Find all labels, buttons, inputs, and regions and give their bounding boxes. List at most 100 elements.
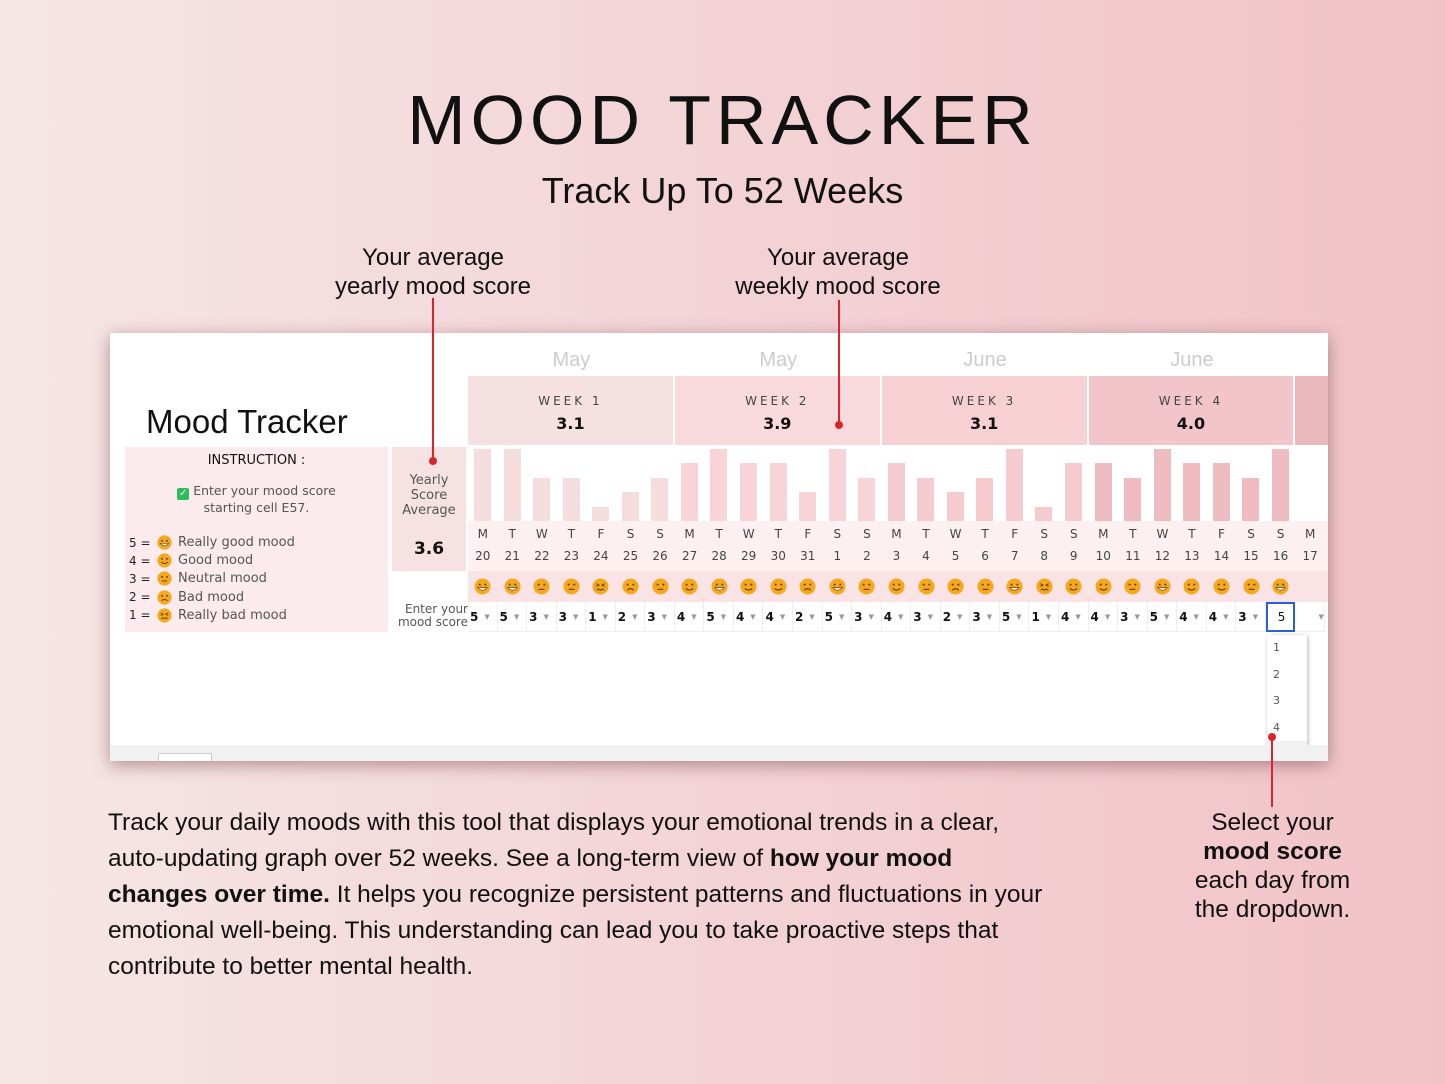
mood-score-dropdown[interactable]: 4 ▼ [674,602,705,632]
selected-value: 5 [1277,610,1286,624]
mood-score-dropdown[interactable]: 3 ▼ [911,602,941,632]
chevron-down-icon[interactable]: ▼ [661,612,668,621]
mood-score-dropdown[interactable]: 5 ▼ [468,602,498,632]
mood-score-dropdown[interactable]: 4 ▼ [763,602,794,632]
mood-score-dropdown[interactable]: 3 ▼ [645,602,675,632]
chevron-down-icon[interactable]: ▼ [720,612,727,621]
score-value: 4 [1090,609,1099,624]
chevron-down-icon[interactable]: ▼ [868,612,874,621]
mood-score-dropdown[interactable]: 5 ▼ [497,602,528,632]
chevron-down-icon[interactable]: ▼ [957,612,963,621]
mood-score-dropdown[interactable]: 4 ▼ [1177,602,1207,632]
weekday-label: F [1218,527,1225,541]
mood-score-dropdown[interactable]: 5 [1265,602,1296,632]
mood-score-dropdown[interactable]: 1 ▼ [586,602,616,632]
emoji-cell [1207,575,1237,602]
mood-score-dropdown[interactable]: 4 ▼ [881,602,912,632]
day-column: M 27 [675,448,705,633]
chevron-down-icon[interactable]: ▼ [1016,612,1022,621]
chevron-down-icon[interactable]: ▼ [927,612,933,621]
smiling-face-icon [681,578,698,595]
bar-cell [1207,448,1237,521]
legend-item: 1 = Really bad mood [129,608,287,623]
chevron-down-icon[interactable]: ▼ [1104,612,1111,621]
mood-score-dropdown[interactable]: 2 ▼ [615,602,646,632]
mood-score-dropdown[interactable]: 2 ▼ [940,602,971,632]
chevron-down-icon[interactable]: ▼ [838,612,845,621]
mood-score-dropdown[interactable]: 4 ▼ [733,602,764,632]
day-column: T 11 [1118,448,1148,633]
annotation-text: each day from [1194,867,1351,894]
chevron-down-icon[interactable]: ▼ [632,612,638,621]
mood-score-dropdown[interactable]: 2 ▼ [793,602,823,632]
legend-label: Neutral mood [178,571,267,587]
chevron-down-icon[interactable]: ▼ [602,612,608,621]
bar-cell [823,448,853,521]
day-column: S 16 [1266,448,1296,633]
date-label: 11 [1125,549,1141,563]
chevron-down-icon[interactable]: ▼ [1252,612,1259,621]
chevron-down-icon[interactable]: ▼ [1134,612,1140,621]
chevron-down-icon[interactable]: ▼ [898,612,904,621]
chevron-down-icon[interactable]: ▼ [1045,612,1052,621]
day-column: M 10 [1089,448,1119,633]
mood-score-dropdown[interactable]: 5 ▼ [822,602,853,632]
smiling-face-icon [1183,578,1200,595]
chevron-down-icon[interactable]: ▼ [1193,612,1199,621]
smiling-face-icon [1065,578,1082,595]
chevron-down-icon[interactable]: ▼ [1318,612,1324,621]
dropdown-option[interactable]: 3 [1273,694,1280,707]
chevron-down-icon[interactable]: ▼ [1075,612,1081,621]
chevron-down-icon[interactable]: ▼ [986,612,993,621]
chevron-down-icon[interactable]: ▼ [513,612,520,621]
emoji-cell [734,575,764,602]
score-value: 1 [588,609,597,624]
checkbox-icon: ✓ [177,488,190,500]
score-value: 3 [1238,609,1247,624]
chevron-down-icon[interactable]: ▼ [750,612,756,621]
mood-bar [503,449,521,521]
mood-score-dropdown[interactable]: 4 ▼ [1059,602,1089,632]
mood-score-dropdown[interactable]: 3 ▼ [852,602,882,632]
dropdown-option[interactable]: 1 [1273,641,1280,654]
sheet-tab[interactable] [158,753,212,761]
mood-score-dropdown[interactable]: 5 ▼ [1147,602,1178,632]
mood-score-dropdown[interactable]: 5 ▼ [999,602,1030,632]
mood-score-dropdown[interactable]: 3 ▼ [1118,602,1148,632]
chevron-down-icon[interactable]: ▼ [573,612,579,621]
score-value: 1 [1031,609,1040,624]
dropdown-option[interactable]: 4 [1273,720,1280,734]
mood-score-dropdown[interactable]: 4 ▼ [1206,602,1237,632]
grinning-face-icon [504,578,521,595]
chevron-down-icon[interactable]: ▼ [484,612,490,621]
chevron-down-icon[interactable]: ▼ [779,612,786,621]
date-label: 29 [741,549,757,563]
mood-score-dropdown[interactable]: 4 ▼ [1088,602,1119,632]
bar-cell [527,448,557,521]
emoji-cell [527,575,557,602]
mood-score-dropdown[interactable]: 3 ▼ [970,602,1000,632]
chevron-down-icon[interactable]: ▼ [543,612,549,621]
mood-score-dropdown[interactable]: 5 ▼ [704,602,734,632]
chevron-down-icon[interactable]: ▼ [691,612,697,621]
date-label: 27 [681,549,698,563]
chevron-down-icon[interactable]: ▼ [1164,612,1170,621]
legend-label: Bad mood [178,589,245,605]
score-dropdown-menu[interactable]: 12345 [1267,635,1307,761]
mood-score-dropdown[interactable]: 3 ▼ [1236,602,1266,632]
chevron-down-icon[interactable]: ▼ [809,612,815,621]
weekday-label: S [833,527,842,541]
dropdown-option[interactable]: 2 [1273,667,1280,681]
week-header: WEEK 4 4.0 [1088,376,1294,445]
weekday-label: M [477,527,488,541]
bar-cell [1266,448,1296,521]
mood-score-dropdown[interactable]: ▼ [1295,602,1325,632]
chevron-down-icon[interactable]: ▼ [1223,612,1229,621]
week-header: WEEK 3 3.1 [881,376,1087,445]
mood-score-dropdown[interactable]: 1 ▼ [1029,602,1059,632]
day-column: T 23 [557,448,587,633]
score-value: 5 [1149,609,1158,624]
mood-score-dropdown[interactable]: 3 ▼ [556,602,587,632]
mood-score-dropdown[interactable]: 3 ▼ [527,602,557,632]
yearly-label: Yearly Score Average [392,473,466,518]
